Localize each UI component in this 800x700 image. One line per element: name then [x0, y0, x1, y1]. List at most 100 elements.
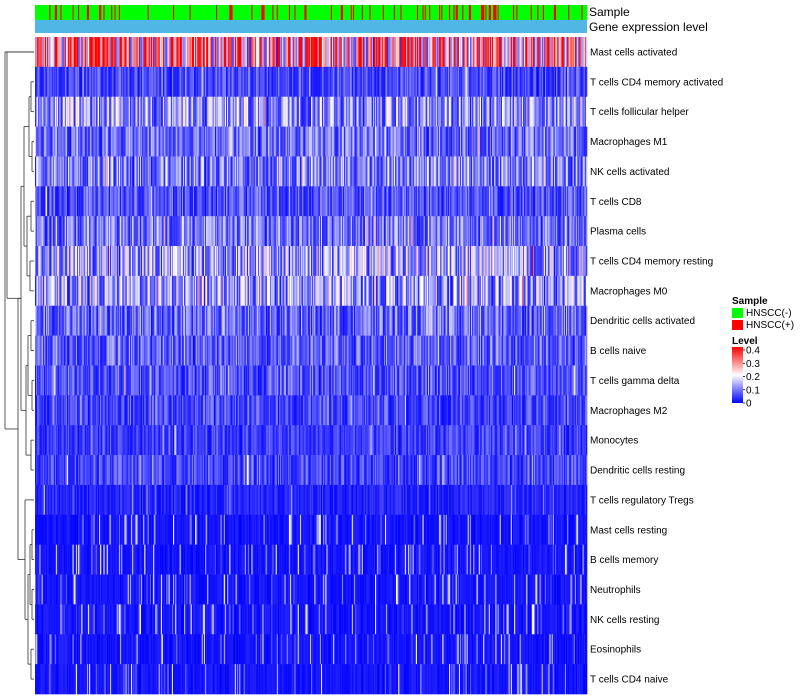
heatmap-cell — [184, 37, 186, 68]
heatmap-cell — [434, 96, 437, 127]
heatmap-cell — [40, 156, 42, 187]
heatmap-cell — [372, 96, 375, 127]
heatmap-cell — [58, 96, 60, 127]
heatmap-cell — [430, 96, 432, 127]
heatmap-cell — [166, 96, 168, 127]
sample-annotation-cell — [168, 5, 170, 20]
heatmap-cell — [368, 186, 370, 217]
heatmap-cell — [538, 126, 540, 157]
heatmap-cell — [371, 66, 374, 98]
sample-annotation-cell — [429, 5, 431, 20]
heatmap-cell — [274, 156, 276, 187]
heatmap-cell — [283, 126, 285, 157]
heatmap-cell — [274, 186, 276, 217]
heatmap-cell — [127, 96, 130, 127]
heatmap-cell — [538, 186, 540, 217]
heatmap-cell — [440, 66, 442, 98]
sample-annotation-cell — [398, 5, 400, 20]
heatmap-cell — [383, 96, 386, 127]
sample-annotation-cell — [68, 5, 70, 20]
heatmap-cell — [49, 37, 51, 68]
sample-annotation-cell — [439, 5, 441, 20]
heatmap-cell — [539, 66, 541, 98]
heatmap-cell — [552, 96, 555, 127]
heatmap-cell — [82, 156, 84, 187]
heatmap-cell — [347, 37, 349, 68]
heatmap-cell — [153, 66, 155, 98]
heatmap-cell — [368, 156, 370, 187]
heatmap-cell — [571, 37, 573, 68]
sample-annotation-cell — [251, 5, 253, 20]
heatmap-cell — [122, 66, 124, 98]
heatmap-cell — [221, 186, 223, 217]
heatmap-cell — [457, 126, 460, 157]
heatmap-cell — [149, 156, 152, 187]
sample-annotation-cell — [224, 5, 227, 20]
heatmap-cell — [276, 37, 279, 68]
heatmap-cell — [495, 186, 497, 217]
heatmap-cell — [84, 37, 87, 68]
heatmap-cell — [414, 37, 417, 68]
heatmap-cell — [474, 126, 476, 157]
heatmap-cell — [558, 156, 560, 187]
heatmap-cell — [102, 37, 104, 68]
heatmap-cell — [275, 186, 278, 217]
heatmap-cell — [490, 186, 493, 217]
heatmap-cell — [333, 186, 335, 217]
heatmap-cell — [199, 66, 201, 98]
heatmap-cell — [490, 156, 493, 187]
heatmap-cell — [420, 186, 422, 217]
heatmap-cell — [76, 186, 79, 217]
heatmap-cell — [90, 186, 92, 217]
heatmap-cell — [377, 126, 379, 157]
heatmap-cell — [461, 66, 463, 98]
heatmap-cell — [143, 96, 145, 127]
heatmap-cell — [195, 96, 197, 127]
heatmap-cell — [229, 37, 231, 68]
heatmap-cell — [58, 37, 60, 68]
heatmap-cell — [270, 37, 272, 68]
heatmap-cell — [173, 216, 175, 247]
heatmap-cell — [490, 37, 493, 68]
heatmap-cell — [184, 216, 186, 247]
heatmap-cell — [394, 126, 397, 157]
heatmap-cell — [230, 156, 232, 187]
sample-annotation-cell — [339, 5, 342, 20]
heatmap-cell — [166, 156, 168, 187]
heatmap-cell — [100, 37, 102, 68]
heatmap-cell — [302, 156, 304, 187]
heatmap-cell — [189, 66, 191, 98]
heatmap-cell — [355, 37, 357, 68]
heatmap-cell — [64, 37, 67, 68]
sample-annotation-cell — [334, 5, 336, 20]
sample-annotation-cell — [129, 5, 132, 20]
heatmap-cell — [398, 186, 400, 217]
heatmap-cell — [207, 156, 209, 187]
heatmap-cell — [55, 126, 58, 157]
heatmap-cell — [328, 66, 331, 98]
heatmap-cell — [121, 126, 123, 157]
sample-annotation-cell — [132, 5, 134, 20]
heatmap-cell — [49, 186, 51, 217]
heatmap-cell — [99, 96, 101, 127]
heatmap-cell — [138, 216, 141, 247]
heatmap-cell — [200, 37, 203, 68]
sample-annotation-cell — [499, 5, 502, 20]
heatmap-cell — [196, 66, 198, 98]
heatmap-cell — [333, 126, 335, 157]
heatmap-cell — [444, 66, 446, 98]
heatmap-cell — [62, 37, 65, 68]
heatmap-cell — [463, 96, 465, 127]
heatmap-cell — [402, 96, 405, 127]
heatmap-cell — [546, 186, 548, 217]
sample-annotation-cell — [135, 5, 137, 20]
sample-annotation-cell — [562, 5, 565, 20]
sample-annotation-cell — [92, 5, 94, 20]
sample-annotation-cell — [306, 5, 308, 20]
heatmap-cell — [71, 186, 73, 217]
heatmap-cell — [102, 96, 104, 127]
heatmap-cell — [161, 126, 164, 157]
heatmap-cell — [145, 216, 147, 247]
heatmap-cell — [111, 156, 113, 187]
heatmap-cell — [483, 96, 485, 127]
